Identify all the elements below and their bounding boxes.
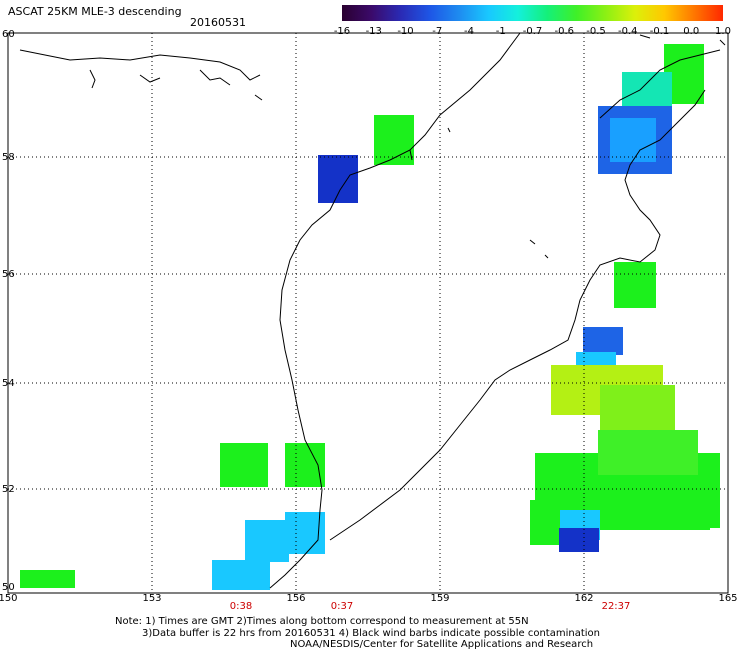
swath-patch (285, 443, 325, 487)
color-scale-tick: -10 (397, 26, 414, 37)
lon-label: 162 (574, 593, 593, 604)
longitude-labels: 150 153 156 159 162 165 (0, 593, 738, 604)
color-scale-tick: -0.7 (522, 26, 543, 37)
pass-time-label: 0:37 (331, 601, 353, 612)
swath-patch (610, 118, 656, 162)
lon-label: 153 (142, 593, 161, 604)
color-scale-tick: -0.1 (649, 26, 670, 37)
swath-patch (598, 430, 698, 475)
map-frame (7, 32, 729, 594)
swath-patch (20, 570, 75, 588)
pass-time-label: 0:38 (230, 601, 252, 612)
swath-patch (559, 528, 599, 552)
lon-label: 165 (718, 593, 737, 604)
lon-label: 150 (0, 593, 18, 604)
swath-patch (318, 155, 358, 203)
lat-label: 54 (2, 378, 15, 389)
product-date: 20160531 (190, 16, 246, 29)
pass-time-label: 22:37 (602, 601, 631, 612)
lon-label: 159 (430, 593, 449, 604)
color-scale-tick: -4 (464, 26, 474, 37)
color-scale-tick: -0.4 (617, 26, 638, 37)
color-scale-tick: 1.0 (715, 26, 731, 37)
swath-patch (212, 560, 270, 590)
color-scale-tick: -16 (333, 26, 351, 37)
note-line-3: NOAA/NESDIS/Center for Satellite Applica… (290, 639, 594, 650)
scatterometer-swaths (20, 44, 720, 590)
lat-label: 58 (2, 152, 15, 163)
swath-patch (614, 262, 656, 308)
color-scale-bar (342, 5, 723, 21)
swath-patch (600, 500, 710, 530)
product-title: ASCAT 25KM MLE-3 descending (8, 5, 182, 18)
swath-patch (583, 327, 623, 355)
lat-label: 52 (2, 484, 15, 495)
swath-patch (245, 520, 289, 562)
pass-times: 0:38 0:37 22:37 (230, 601, 631, 612)
swath-patch (622, 72, 672, 107)
latitude-labels: 60 58 56 54 52 50 (2, 29, 15, 593)
color-scale-tick: -13 (365, 26, 382, 37)
lat-label: 50 (2, 582, 15, 593)
color-scale-tick: -1 (495, 26, 506, 37)
color-scale-tick: -0.5 (586, 26, 606, 37)
swath-patch (220, 443, 268, 487)
lon-label: 156 (286, 593, 305, 604)
note-line-1: Note: 1) Times are GMT 2)Times along bot… (115, 616, 529, 627)
lat-lon-grid (8, 33, 728, 593)
coastline (19, 32, 726, 589)
lat-label: 56 (2, 269, 15, 280)
color-scale-tick: -0.6 (554, 26, 575, 37)
lat-label: 60 (2, 29, 15, 40)
color-scale-tick: -7 (432, 26, 443, 37)
color-scale-tick: 0.0 (683, 26, 700, 37)
note-line-2: 3)Data buffer is 22 hrs from 20160531 4)… (142, 628, 600, 639)
